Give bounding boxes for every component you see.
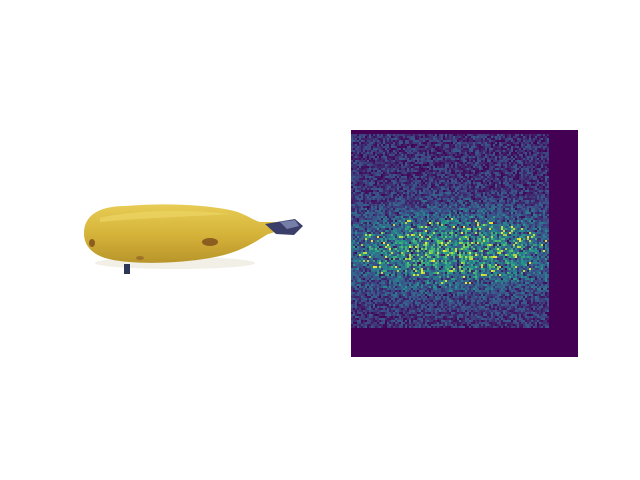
saliency-heatmap: [351, 130, 578, 357]
banana-spot: [202, 238, 218, 246]
banana-photo-panel: [80, 130, 307, 357]
banana-highlight: [100, 210, 230, 222]
banana-tip-light: [280, 220, 299, 229]
banana-nub: [124, 264, 130, 274]
banana-spot: [136, 256, 144, 260]
banana-spot: [89, 239, 95, 247]
banana-photo: [84, 204, 303, 274]
saliency-heatmap-panel: [351, 130, 578, 357]
